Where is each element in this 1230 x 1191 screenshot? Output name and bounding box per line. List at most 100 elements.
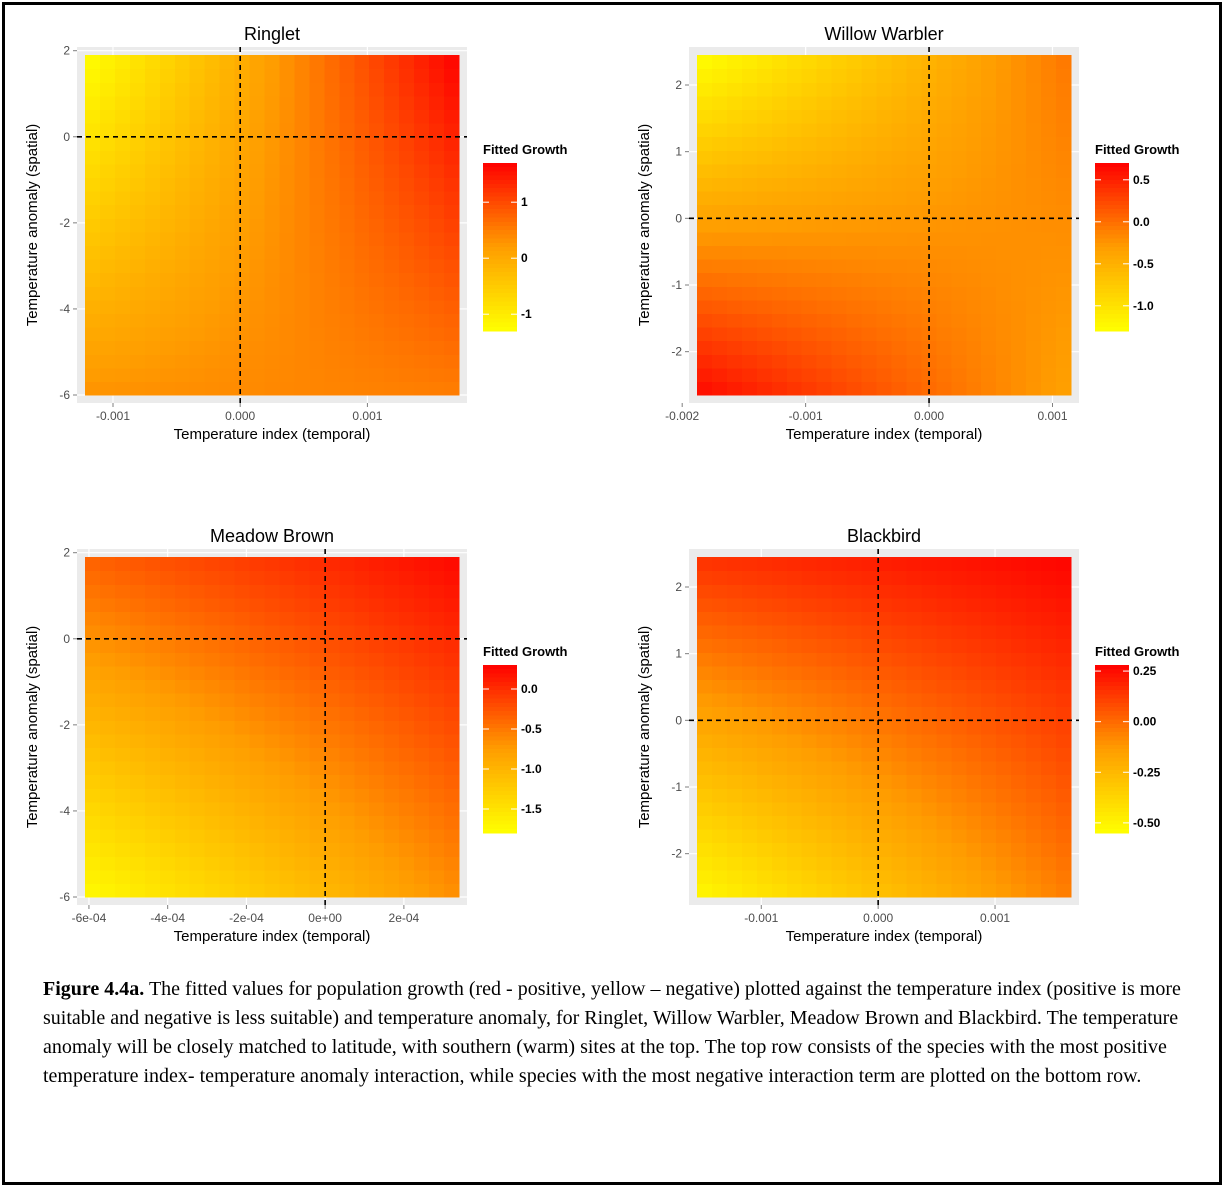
heatmap-tile	[951, 761, 967, 776]
heatmap-tile	[996, 367, 1012, 382]
heatmap-tile	[1056, 55, 1072, 70]
heatmap-tile	[936, 584, 952, 599]
heatmap-tile	[129, 788, 146, 803]
heatmap-tile	[249, 163, 266, 178]
heatmap-tile	[816, 163, 833, 178]
heatmap-tile	[294, 299, 310, 314]
heatmap-tile	[951, 720, 967, 735]
heatmap-tile	[816, 829, 833, 844]
heatmap-tile	[756, 381, 773, 396]
heatmap-tile	[966, 327, 982, 342]
heatmap-tile	[249, 82, 266, 97]
heatmap-tile	[324, 747, 340, 762]
heatmap-tile	[234, 611, 251, 626]
chart-title: Willow Warbler	[824, 25, 943, 44]
heatmap-tile	[891, 354, 908, 369]
heatmap-tile	[174, 218, 191, 233]
heatmap-tile	[174, 150, 191, 165]
heatmap-tile	[189, 869, 206, 884]
heatmap-tile	[1056, 95, 1072, 110]
x-tick-label: -6e-04	[72, 911, 107, 925]
heatmap-tile	[1041, 272, 1057, 287]
heatmap-tile	[189, 706, 206, 721]
heatmap-tile	[1041, 136, 1057, 151]
x-tick-label: 0.000	[225, 409, 255, 423]
y-tick-label: 2	[675, 580, 682, 594]
heatmap-tile	[399, 679, 415, 694]
heatmap-tile	[204, 354, 221, 369]
heatmap-tile	[831, 299, 848, 314]
heatmap-tile	[1011, 747, 1027, 762]
heatmap-tile	[85, 597, 101, 612]
heatmap-tile	[697, 286, 713, 301]
heatmap-tile	[324, 869, 340, 884]
heatmap-tile	[951, 693, 967, 708]
heatmap-tile	[846, 191, 863, 206]
heatmap-tile	[816, 109, 833, 124]
heatmap-tile	[1011, 68, 1027, 83]
legend-tick-label: -1	[521, 307, 532, 321]
heatmap-tile	[99, 584, 116, 599]
heatmap-tile	[801, 367, 818, 382]
heatmap-tile	[1056, 693, 1072, 708]
heatmap-tile	[966, 665, 982, 680]
heatmap-tile	[1056, 123, 1072, 138]
heatmap-tile	[966, 625, 982, 640]
heatmap-tile	[981, 815, 997, 830]
heatmap-tile	[741, 354, 758, 369]
heatmap-tile	[219, 177, 236, 192]
heatmap-tile	[174, 815, 191, 830]
heatmap-tile	[891, 55, 908, 70]
heatmap-tile	[936, 638, 952, 653]
heatmap-tile	[414, 584, 430, 599]
heatmap-tile	[279, 557, 296, 572]
heatmap-tile	[114, 883, 131, 898]
heatmap-tile	[831, 313, 848, 328]
heatmap-tile	[1041, 869, 1057, 884]
heatmap-tile	[771, 259, 788, 274]
heatmap-tile	[429, 82, 445, 97]
heatmap-tile	[429, 570, 445, 585]
heatmap-tile	[936, 367, 952, 382]
heatmap-tile	[1026, 259, 1042, 274]
heatmap-tile	[129, 163, 146, 178]
heatmap-tile	[741, 381, 758, 396]
heatmap-tile	[936, 313, 952, 328]
heatmap-tile	[816, 95, 833, 110]
heatmap-tile	[159, 597, 176, 612]
heatmap-tile	[876, 313, 893, 328]
heatmap-tile	[399, 381, 415, 396]
heatmap-tile	[951, 774, 967, 789]
heatmap-tile	[234, 218, 251, 233]
heatmap-tile	[936, 801, 952, 816]
heatmap-tile	[279, 611, 296, 626]
heatmap-tile	[921, 720, 937, 735]
heatmap-tile	[174, 883, 191, 898]
heatmap-tile	[444, 150, 460, 165]
heatmap-tile	[876, 706, 893, 721]
heatmap-tile	[324, 788, 340, 803]
heatmap-tile	[756, 286, 773, 301]
heatmap-tile	[444, 570, 460, 585]
heatmap-tile	[1011, 883, 1027, 898]
heatmap-tile	[204, 801, 221, 816]
heatmap-tile	[399, 720, 415, 735]
heatmap-tile	[159, 299, 176, 314]
heatmap-tile	[414, 761, 430, 776]
heatmap-tile	[921, 570, 937, 585]
heatmap-tile	[444, 381, 460, 396]
heatmap-tile	[174, 136, 191, 151]
heatmap-tile	[159, 733, 176, 748]
heatmap-tile	[249, 570, 266, 585]
heatmap-tile	[354, 679, 370, 694]
heatmap-tile	[99, 557, 116, 572]
heatmap-tile	[786, 191, 803, 206]
heatmap-tile	[399, 761, 415, 776]
heatmap-tile	[951, 611, 967, 626]
heatmap-tile	[1011, 761, 1027, 776]
heatmap-tile	[756, 761, 773, 776]
heatmap-tile	[85, 733, 101, 748]
heatmap-tile	[189, 733, 206, 748]
heatmap-tile	[697, 584, 713, 599]
heatmap-tile	[99, 638, 116, 653]
